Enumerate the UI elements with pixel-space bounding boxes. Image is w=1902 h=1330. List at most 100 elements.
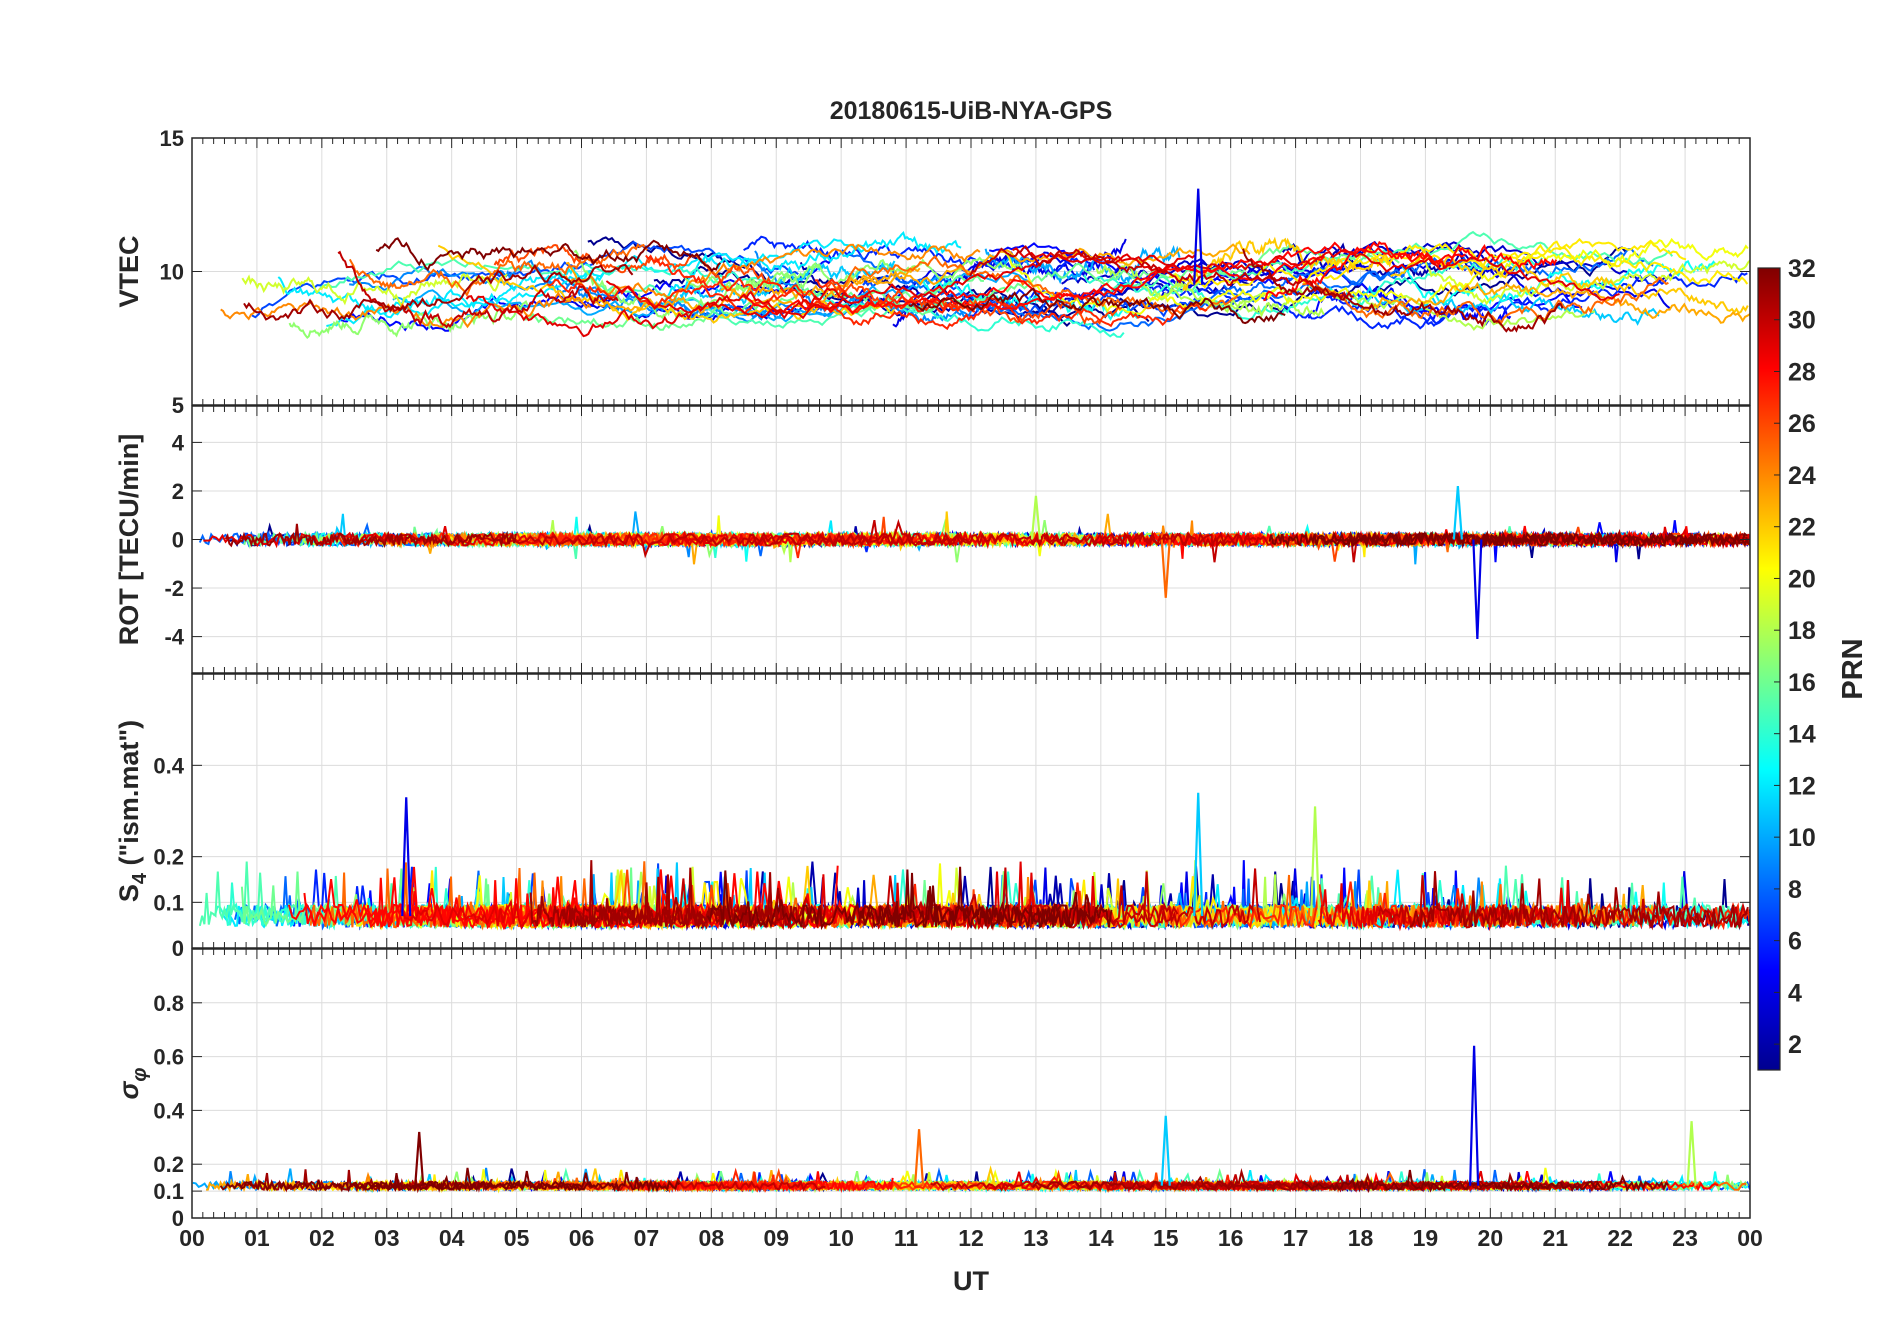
x-tick-label: 15 — [1153, 1225, 1179, 1251]
y-tick-label: 2 — [172, 479, 184, 504]
panel-vtec: 5 10 15 VTEC — [114, 126, 1751, 418]
colorbar-tick-label: 32 — [1788, 255, 1816, 283]
x-tick-label: 05 — [504, 1225, 530, 1251]
series-prn-23 — [565, 261, 921, 315]
y-axis-label: S4 ("ism.mat") — [114, 720, 151, 902]
y-tick-label: 10 — [160, 260, 184, 285]
series-prn-32 — [856, 866, 1100, 929]
y-axis-label: σφ — [114, 1068, 151, 1100]
series-group — [192, 1045, 1750, 1194]
series-prn-17 — [684, 256, 1023, 293]
series-prn-29 — [399, 884, 824, 930]
x-tick-label: 19 — [1413, 1225, 1439, 1251]
spike-event — [1686, 1121, 1697, 1186]
series-group — [198, 792, 1750, 932]
series-prn-23 — [1359, 281, 1750, 324]
series-prn-19 — [241, 273, 508, 307]
series-prn-10 — [984, 245, 1181, 285]
y-tick-label: 0 — [172, 1206, 184, 1231]
x-tick-label: 00 — [1737, 1225, 1763, 1251]
series-prn-32 — [375, 237, 722, 273]
spike-event — [1193, 188, 1204, 285]
series-prn-31 — [1242, 248, 1564, 333]
series-prn-11 — [1345, 285, 1660, 326]
y-tick-label: 5 — [172, 393, 184, 418]
colorbar-tick-label: 10 — [1788, 824, 1816, 852]
x-tick-label: 08 — [699, 1225, 725, 1251]
colorbar-tick-label: 2 — [1788, 1031, 1802, 1059]
x-tick-label: 04 — [439, 1225, 465, 1251]
colorbar-tick-label: 16 — [1788, 669, 1816, 697]
y-tick-label: 0.4 — [153, 1098, 184, 1123]
colorbar-tick-label: 12 — [1788, 772, 1816, 800]
y-tick-label: 0.2 — [153, 845, 184, 870]
series-prn-14 — [585, 263, 1125, 338]
x-tick-label: 22 — [1607, 1225, 1633, 1251]
spike-event — [1452, 486, 1463, 540]
series-prn-3 — [1061, 240, 1666, 305]
spike-event — [1160, 539, 1171, 598]
x-tick-label: 14 — [1088, 1225, 1114, 1251]
colorbar-tick-label: 8 — [1788, 876, 1802, 904]
y-tick-label: 0.4 — [153, 753, 184, 778]
x-tick-label: 23 — [1672, 1225, 1698, 1251]
colorbar-scale — [1757, 267, 1781, 1071]
series-prn-32 — [353, 1170, 681, 1193]
series-prn-32 — [1474, 530, 1750, 549]
x-tick-label: 10 — [828, 1225, 854, 1251]
x-tick-label: 01 — [244, 1225, 270, 1251]
series-prn-30 — [969, 245, 1354, 300]
x-tick-label: 11 — [894, 1225, 919, 1251]
y-tick-label: -2 — [164, 576, 184, 601]
x-tick-label: 06 — [569, 1225, 595, 1251]
spike-event — [414, 1131, 425, 1186]
y-tick-label: -4 — [164, 625, 184, 650]
x-axis-label: UT — [953, 1266, 989, 1296]
series-prn-31 — [1409, 871, 1749, 931]
series-prn-6 — [743, 235, 1096, 276]
y-tick-label: 0.1 — [153, 1179, 184, 1204]
x-tick-label: 07 — [634, 1225, 660, 1251]
y-tick-label: 4 — [172, 430, 185, 455]
x-tick-label: 21 — [1542, 1225, 1568, 1251]
colorbar-tick-label: 30 — [1788, 307, 1816, 335]
x-tick-label: 09 — [763, 1225, 789, 1251]
x-tick-label: 12 — [958, 1225, 984, 1251]
x-tick-label: 00 — [179, 1225, 205, 1251]
spike-event — [1469, 1045, 1480, 1186]
colorbar-tick-label: 4 — [1788, 979, 1802, 1007]
spike-event — [1160, 1115, 1171, 1186]
colorbar-tick-label: 18 — [1788, 617, 1816, 645]
spike-event — [1193, 792, 1204, 917]
series-prn-22 — [1182, 236, 1392, 293]
series-prn-32 — [1301, 1169, 1669, 1194]
colorbar-tick-label: 22 — [1788, 514, 1816, 542]
y-tick-label: 0.2 — [153, 1152, 184, 1177]
series-prn-28 — [743, 255, 1326, 316]
y-tick-label: 0.6 — [153, 1045, 184, 1070]
x-tick-label: 02 — [309, 1225, 335, 1251]
y-tick-label: 0.1 — [153, 890, 184, 915]
series-group — [220, 188, 1750, 340]
series-prn-12 — [661, 230, 962, 308]
series-prn-18 — [1146, 283, 1596, 332]
y-tick-label: 15 — [160, 126, 184, 151]
colorbar-tick-label: 6 — [1788, 928, 1802, 956]
colorbar-tick-label: 28 — [1788, 358, 1816, 386]
y-axis-label: ROT [TECU/min] — [114, 434, 144, 645]
spike-event — [1472, 539, 1483, 640]
x-tick-label: 20 — [1478, 1225, 1504, 1251]
series-prn-14 — [1083, 255, 1543, 321]
series-prn-8 — [846, 253, 1405, 332]
y-axis-label: VTEC — [114, 235, 144, 307]
colorbar-tick-label: 26 — [1788, 410, 1816, 438]
series-prn-31 — [243, 263, 634, 321]
spike-event — [401, 797, 412, 917]
series-prn-7 — [251, 240, 799, 319]
series-prn-20 — [1419, 237, 1749, 306]
spike-event — [1309, 806, 1321, 917]
colorbar-tick-label: 14 — [1788, 721, 1816, 749]
x-tick-label: 17 — [1283, 1225, 1309, 1251]
